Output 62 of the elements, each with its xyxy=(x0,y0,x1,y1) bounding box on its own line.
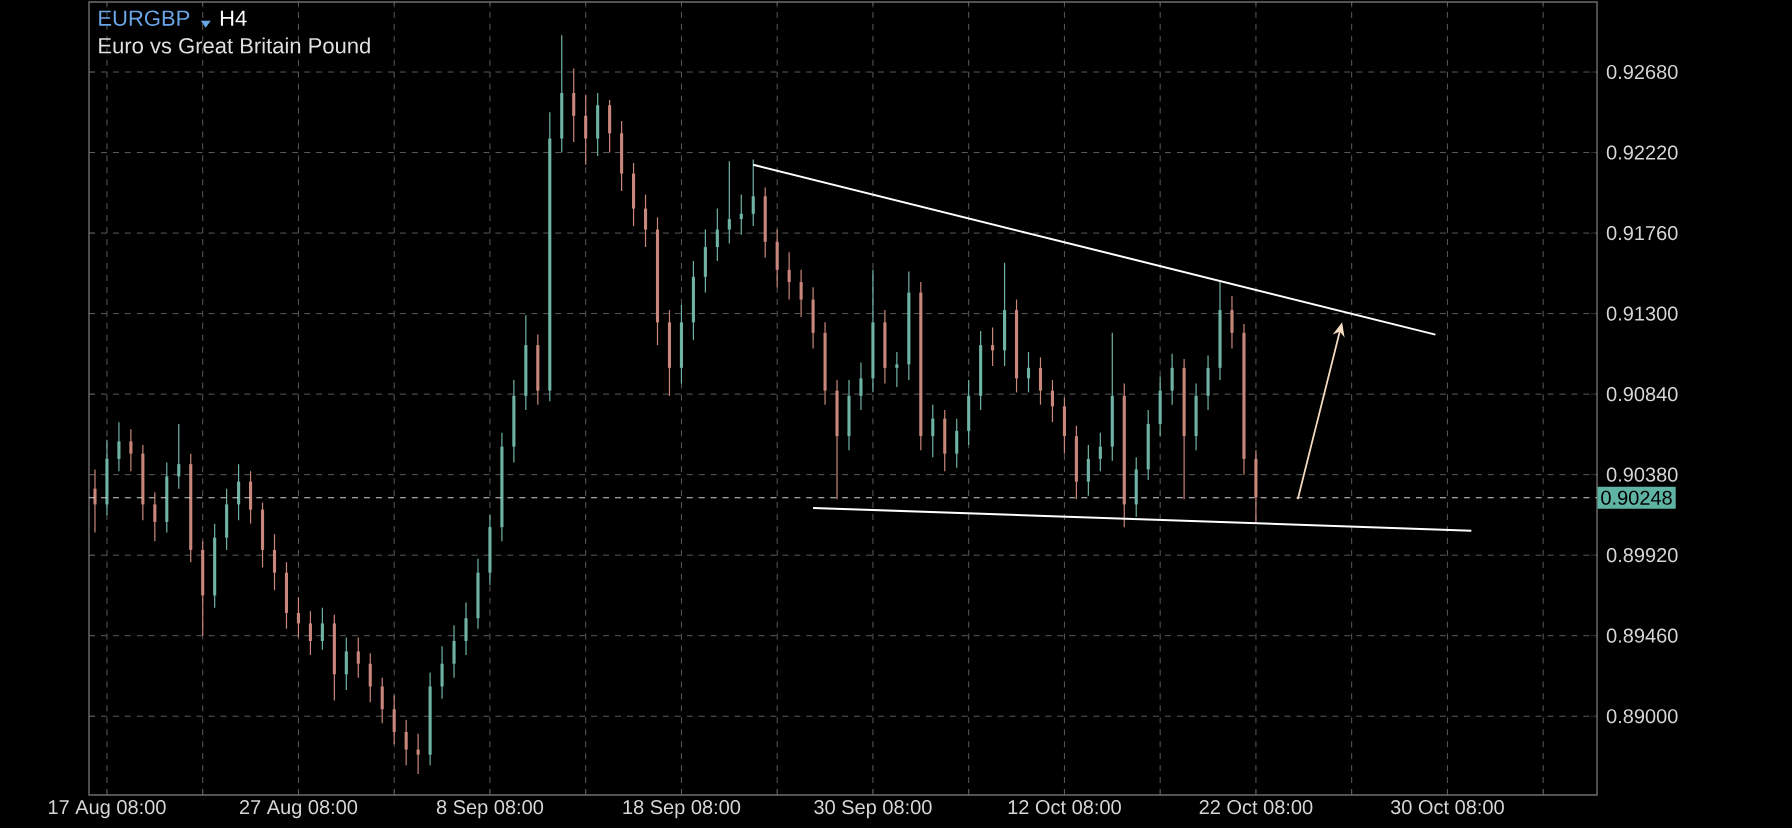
candlestick xyxy=(153,491,157,542)
candlestick xyxy=(416,733,420,775)
candlestick xyxy=(643,193,648,248)
candlestick xyxy=(117,421,121,472)
candlestick xyxy=(1098,432,1102,472)
candlestick xyxy=(955,418,959,469)
x-tick-label: 30 Oct 08:00 xyxy=(1390,800,1504,815)
candlestick xyxy=(584,94,588,166)
candlestick xyxy=(1038,356,1043,406)
candlestick xyxy=(440,645,444,700)
y-tick-label: 0.89920 xyxy=(1606,548,1678,563)
candlestick xyxy=(572,67,576,143)
candlestick xyxy=(344,636,348,691)
x-tick-label: 30 Sep 08:00 xyxy=(814,800,932,819)
candlestick xyxy=(308,610,312,656)
candlestick xyxy=(93,468,97,534)
candlestick xyxy=(296,596,300,639)
candlestick xyxy=(272,533,277,591)
y-tick-label: 0.90380 xyxy=(1606,467,1678,482)
candlestick xyxy=(1170,353,1174,406)
y-tick-label: 0.91760 xyxy=(1606,225,1678,241)
candlestick xyxy=(464,601,468,656)
candlestick xyxy=(931,404,935,458)
x-tick-label: 18 Sep 08:00 xyxy=(623,800,741,819)
candlestick xyxy=(368,652,372,703)
x-tick-label: 17 Aug 08:00 xyxy=(48,800,166,819)
x-tick-label: 8 Sep 08:00 xyxy=(436,800,544,819)
candlestick xyxy=(751,158,755,227)
candlestick xyxy=(1050,379,1055,423)
candlestick xyxy=(1086,444,1090,497)
text: Euro vs Great Britain Pound xyxy=(99,37,370,54)
candlestick xyxy=(392,694,396,745)
candlestick xyxy=(380,677,384,724)
y-tick-label: 0.89000 xyxy=(1606,709,1678,724)
y-tick-label: 0.92220 xyxy=(1606,145,1678,160)
candlestick xyxy=(1026,351,1031,393)
candlestick xyxy=(404,719,408,766)
candlestick xyxy=(452,624,456,679)
candlestick xyxy=(739,193,743,236)
candlestick xyxy=(715,207,719,262)
candlestick xyxy=(237,463,241,521)
x-tick-label: 12 Oct 08:00 xyxy=(1008,800,1121,815)
candlestick xyxy=(727,160,731,245)
candlestick xyxy=(991,327,995,367)
candlestick xyxy=(320,607,324,651)
x-tick-label: 22 Oct 08:00 xyxy=(1199,800,1313,815)
chart-title: EURGBP xyxy=(99,10,190,26)
annotation: H4 xyxy=(220,10,247,26)
y-tick-label: 0.91300 xyxy=(1606,306,1678,321)
candlestick xyxy=(356,636,360,679)
candlestick xyxy=(787,251,791,301)
y-tick-label: 0.92680 xyxy=(1606,64,1678,80)
candlestick xyxy=(799,269,803,318)
candlestick xyxy=(129,428,133,472)
candlestick xyxy=(859,362,863,411)
y-tick-label: 0.89460 xyxy=(1606,628,1678,643)
ref-line-label: 0.90248 xyxy=(1601,490,1672,505)
candlestick xyxy=(895,351,899,388)
candlestick xyxy=(177,423,181,490)
candlestick xyxy=(1230,295,1234,350)
y-tick-label: 0.90840 xyxy=(1606,387,1678,402)
x-tick-label: 27 Aug 08:00 xyxy=(239,800,358,819)
